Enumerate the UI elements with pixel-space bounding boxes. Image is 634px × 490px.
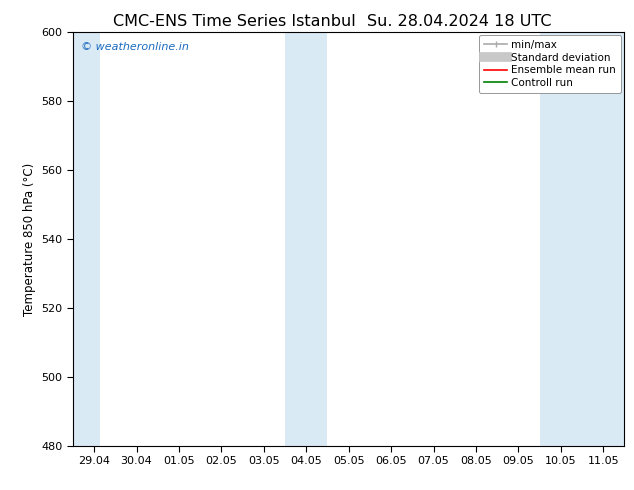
Text: © weatheronline.in: © weatheronline.in [81,42,189,52]
Y-axis label: Temperature 850 hPa (°C): Temperature 850 hPa (°C) [23,162,36,316]
Bar [285,32,328,446]
Legend: min/max, Standard deviation, Ensemble mean run, Controll run: min/max, Standard deviation, Ensemble me… [479,35,621,93]
Bar [540,32,624,446]
Bar [73,32,100,446]
Text: CMC-ENS Time Series Istanbul: CMC-ENS Time Series Istanbul [113,14,356,29]
Text: Su. 28.04.2024 18 UTC: Su. 28.04.2024 18 UTC [367,14,552,29]
